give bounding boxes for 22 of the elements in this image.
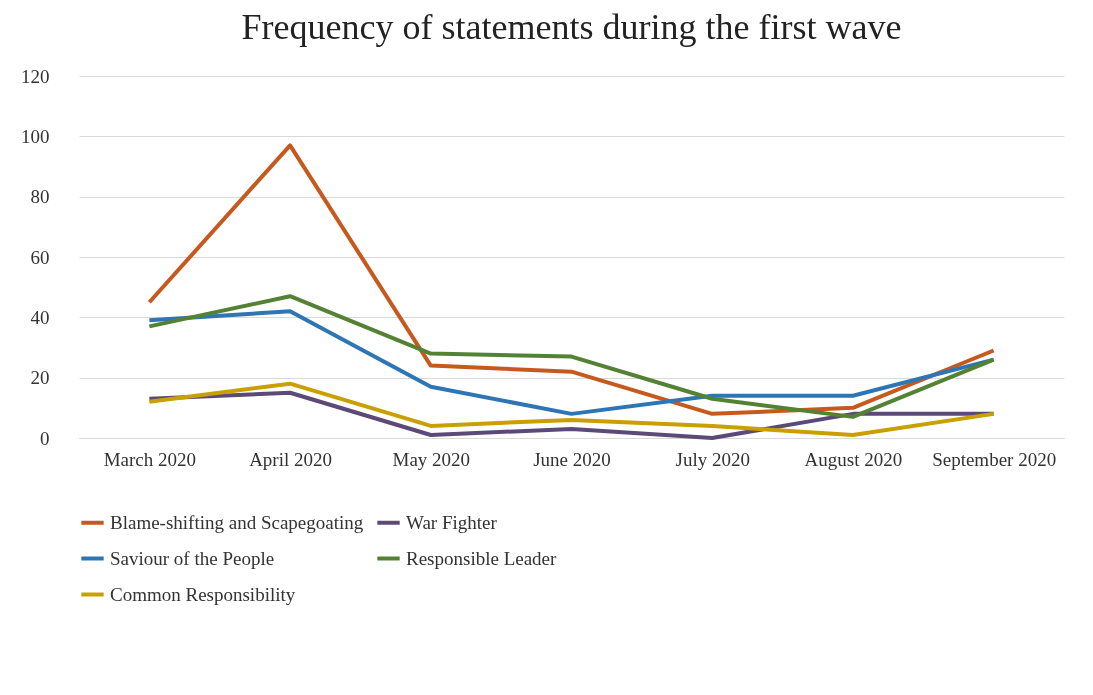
y-tick-label: 40 bbox=[30, 306, 50, 328]
x-tick-label: August 2020 bbox=[804, 448, 903, 470]
y-tick-label: 20 bbox=[30, 367, 50, 389]
y-tick-label: 100 bbox=[21, 125, 50, 147]
y-tick-label: 120 bbox=[21, 65, 50, 87]
line-series bbox=[147, 381, 996, 437]
legend-label: Saviour of the People bbox=[110, 547, 275, 569]
y-tick-label: 80 bbox=[30, 186, 50, 208]
x-tick-label: April 2020 bbox=[249, 448, 332, 470]
line-series bbox=[147, 143, 996, 416]
y-tick-label: 60 bbox=[30, 246, 50, 268]
chart-title: Frequency of statements during the first wave bbox=[241, 7, 902, 47]
legend-label: Blame-shifting and Scapegoating bbox=[110, 511, 364, 533]
legend-label: War Fighter bbox=[406, 511, 498, 533]
x-tick-label: July 2020 bbox=[675, 448, 750, 470]
x-tick-label: March 2020 bbox=[103, 448, 197, 470]
legend-label: Responsible Leader bbox=[406, 547, 558, 569]
x-tick-label: June 2020 bbox=[533, 448, 611, 470]
x-tick-label: May 2020 bbox=[392, 448, 471, 470]
legend-label: Common Responsibility bbox=[110, 583, 296, 605]
x-tick-label: September 2020 bbox=[932, 448, 1057, 470]
y-tick-label: 0 bbox=[40, 427, 50, 449]
